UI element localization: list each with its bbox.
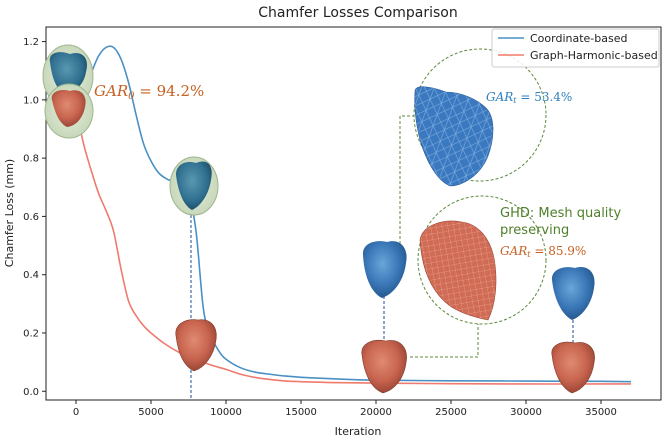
plot-frame	[45, 26, 662, 401]
mesh-ghd-32500	[551, 341, 595, 394]
mesh-ghd-7500	[175, 319, 217, 372]
mesh-coordinate-32500	[551, 267, 595, 320]
mesh-coordinate-7500	[169, 156, 219, 216]
gart-ghd-sub: t	[527, 250, 531, 259]
x-tick-label: 15000	[285, 407, 317, 418]
gart-coordinate-value: = 53.4%	[517, 90, 573, 104]
y-tick-label: 0.2	[23, 328, 39, 339]
x-tick-label: 5000	[138, 407, 163, 418]
gart-ghd-value: = 85.9%	[531, 244, 587, 258]
zoom-mesh-ghd	[419, 220, 497, 321]
series-line-coordinate	[75, 45, 632, 383]
zoom-ghd	[417, 195, 547, 325]
ghd-note-line1: GHD: Mesh quality	[500, 206, 622, 221]
mesh-ghd-20000	[361, 339, 407, 394]
guide-lines	[190, 115, 574, 400]
x-tick-label: 35000	[585, 407, 617, 418]
mesh-initial-coordinate	[49, 52, 88, 94]
gart-coordinate-sub: t	[513, 96, 517, 105]
gart-coordinate-annotation: GARt = 53.4%	[486, 90, 572, 105]
axis-ticks: 0 5000 10000 15000 20000 25000 30000 35000 0.0 0.…	[23, 37, 617, 418]
y-axis-label: Chamfer Loss (mm)	[3, 159, 16, 267]
x-tick-label: 25000	[435, 407, 467, 418]
mesh-initial-ghd	[51, 90, 86, 127]
x-tick-label: 0	[73, 407, 79, 418]
zoom-coordinate	[413, 48, 547, 187]
zoom-link-coordinate	[399, 115, 418, 264]
gar0-base: GAR	[94, 82, 128, 100]
gar0-value: = 94.2%	[134, 82, 204, 100]
x-tick-label: 30000	[510, 407, 542, 418]
y-tick-label: 0.0	[23, 387, 39, 398]
y-tick-label: 0.8	[23, 154, 39, 165]
y-tick-label: 1.0	[23, 95, 39, 106]
y-tick-label: 0.6	[23, 212, 39, 223]
legend-label-ghd: Graph-Harmonic-based	[530, 49, 658, 62]
gart-coordinate-base: GAR	[486, 90, 513, 104]
chart-title: Chamfer Losses Comparison	[258, 5, 458, 21]
zoom-mesh-coordinate	[414, 86, 494, 187]
x-axis-label: Iteration	[335, 425, 382, 438]
mesh-coordinate-20000	[362, 241, 407, 298]
y-tick-label: 1.2	[23, 37, 39, 48]
gart-ghd-annotation: GARt = 85.9%	[500, 244, 586, 259]
legend-label-coordinate: Coordinate-based	[530, 32, 627, 45]
x-tick-label: 20000	[360, 407, 392, 418]
x-tick-label: 10000	[210, 407, 242, 418]
initial-meshes	[42, 44, 94, 139]
y-tick-label: 0.4	[23, 270, 39, 281]
legend-box	[491, 28, 660, 68]
gart-ghd-base: GAR	[500, 244, 527, 258]
legend: Coordinate-based Graph-Harmonic-based	[491, 28, 660, 68]
heart-coordinate-7500	[176, 161, 212, 210]
zoom-link-ghd	[410, 322, 479, 358]
ghd-note-line2: preserving	[500, 223, 569, 238]
gar0-annotation: GAR0 = 94.2%	[94, 82, 204, 102]
gar0-sub: 0	[128, 91, 135, 102]
